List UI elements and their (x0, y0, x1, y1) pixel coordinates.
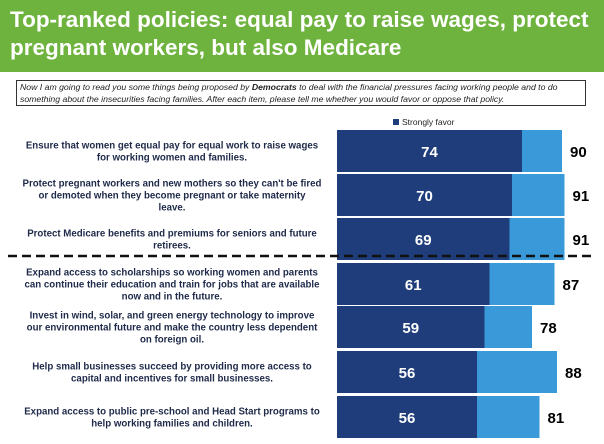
data-label-total-favor-4: 78 (540, 320, 557, 337)
data-label-strongly-favor-0: 74 (421, 144, 438, 161)
data-label-total-favor-2: 91 (573, 232, 590, 249)
data-label-total-favor-3: 87 (563, 277, 580, 294)
category-label-3: Expand access to scholarships so working… (25, 268, 321, 303)
data-label-strongly-favor-3: 61 (405, 277, 422, 294)
category-label-5: Help small businesses succeed by providi… (32, 362, 312, 385)
data-label-total-favor-6: 81 (548, 410, 565, 427)
data-label-total-favor-5: 88 (565, 365, 582, 382)
question-text: Now I am going to read you some things b… (16, 80, 586, 106)
bar-strongly-favor-5 (337, 351, 477, 393)
bar-strongly-favor-6 (337, 396, 477, 438)
legend-swatch-strongly-favor (393, 119, 399, 125)
category-label-4: Invest in wind, solar, and green energy … (27, 311, 318, 346)
data-label-strongly-favor-2: 69 (415, 232, 432, 249)
data-label-strongly-favor-1: 70 (416, 188, 433, 205)
data-label-strongly-favor-4: 59 (402, 320, 419, 337)
question-part-1: Now I am going to read you some things b… (20, 82, 252, 92)
legend-label-strongly-favor: Strongly favor (402, 117, 455, 127)
category-label-6: Expand access to public pre-school and H… (24, 407, 320, 430)
category-label-2: Protect Medicare benefits and premiums f… (27, 229, 317, 252)
bar-strongly-favor-2 (337, 218, 510, 260)
bar-strongly-favor-3 (337, 263, 490, 305)
bar-strongly-favor-0 (337, 130, 522, 172)
data-label-total-favor-1: 91 (573, 188, 590, 205)
bar-strongly-favor-4 (337, 306, 485, 348)
data-label-strongly-favor-5: 56 (399, 365, 416, 382)
bar-strongly-favor-1 (337, 174, 512, 216)
data-label-total-favor-0: 90 (570, 144, 587, 161)
data-label-strongly-favor-6: 56 (399, 410, 416, 427)
category-label-0: Ensure that women get equal pay for equa… (26, 141, 318, 164)
category-label-1: Protect pregnant workers and new mothers… (23, 179, 322, 214)
question-part-2: to deal with the financial pressures fac… (20, 82, 558, 104)
question-emphasis: Democrats (251, 82, 297, 92)
header-banner: Top-ranked policies: equal pay to raise … (0, 0, 604, 72)
page-title: Top-ranked policies: equal pay to raise … (10, 7, 589, 60)
